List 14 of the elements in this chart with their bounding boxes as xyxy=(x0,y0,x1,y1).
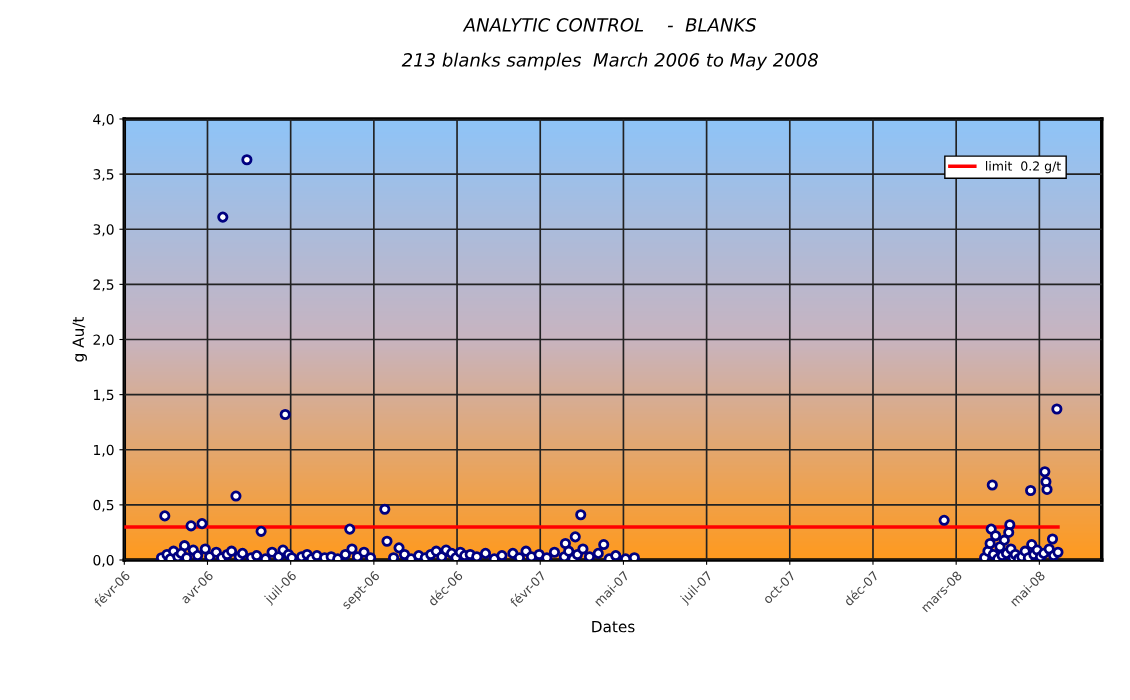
y-tick-label: 0,5 xyxy=(93,499,114,512)
y-tick-label: 1,0 xyxy=(94,444,114,457)
y-axis-title: g Au/t xyxy=(72,316,87,362)
legend-label: limit 0.2 g/t xyxy=(986,161,1061,174)
y-tick-label: 2,5 xyxy=(93,279,114,292)
y-tick-label: 3,0 xyxy=(93,224,114,237)
chart-title: ANALYTIC CONTROL - BLANKS xyxy=(462,18,757,32)
y-tick-label: 1,5 xyxy=(94,389,114,402)
y-tick-label: 4,0 xyxy=(93,113,114,126)
x-axis-title: Dates xyxy=(592,621,635,633)
y-tick-label: 2,0 xyxy=(93,334,114,347)
chart-subtitle: 213 blanks samples March 2006 to May 2008 xyxy=(401,52,818,71)
y-tick-label: 3,5 xyxy=(93,169,114,182)
y-tick-label: 0,0 xyxy=(93,554,114,567)
